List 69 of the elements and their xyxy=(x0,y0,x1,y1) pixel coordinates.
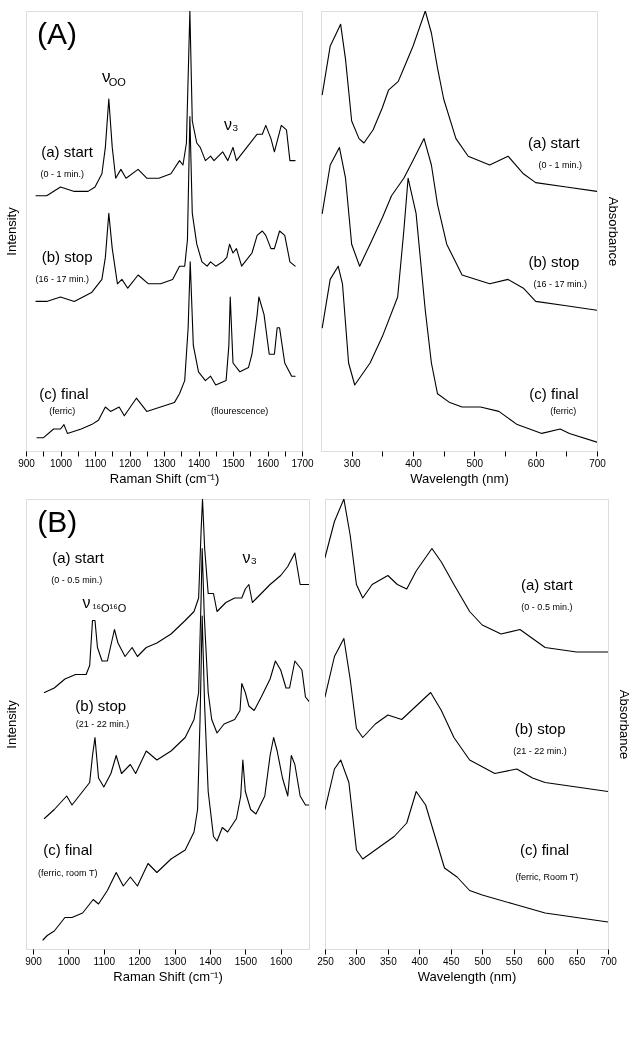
x-tick-label: 1100 xyxy=(84,457,107,469)
annotation: (16 - 17 min.) xyxy=(35,274,89,285)
annotation: (b) stop xyxy=(528,252,580,270)
annotation: ν₃ xyxy=(242,548,258,566)
annotation: (16 - 17 min.) xyxy=(533,278,588,289)
annotation: (0 - 0.5 min.) xyxy=(521,602,573,612)
annotation: (c) final xyxy=(43,841,93,858)
annotation: (a) start xyxy=(528,134,581,151)
annotation: (ferric, Room T) xyxy=(515,872,579,882)
x-tick-label: 500 xyxy=(466,457,484,469)
annotation: (c) final xyxy=(529,384,579,402)
annotation: (B) xyxy=(37,505,78,538)
x-tick-label: 1700 xyxy=(291,457,315,469)
annotation: (a) start xyxy=(521,575,574,593)
annotation: (a) start xyxy=(41,142,94,160)
x-axis-title: Wavelength (nm) xyxy=(417,968,517,984)
x-tick-label: 300 xyxy=(343,457,361,469)
y2-axis-title: Absorbance xyxy=(616,689,632,760)
annotation: (ferric) xyxy=(550,406,577,417)
x-tick-label: 1600 xyxy=(270,955,293,967)
x-axis-title: Wavelength (nm) xyxy=(410,470,509,486)
x-tick-label: 1100 xyxy=(93,955,116,967)
annotation: (21 - 22 min.) xyxy=(513,746,567,756)
x-tick-label: 300 xyxy=(348,955,366,967)
x-tick-label: 1200 xyxy=(128,955,152,967)
x-tick-label: 400 xyxy=(411,955,429,967)
x-tick-label: 1400 xyxy=(199,955,223,967)
x-tick-label: 1400 xyxy=(187,457,211,469)
x-tick-label: 900 xyxy=(25,955,43,967)
annotation: (0 - 1 min.) xyxy=(538,160,583,170)
y2-axis-title: Absorbance xyxy=(605,196,621,267)
x-tick-label: 350 xyxy=(380,955,398,967)
annotation: (b) stop xyxy=(41,248,93,266)
annotation: (0 - 1 min.) xyxy=(40,168,84,179)
annotation: (c) final xyxy=(39,384,89,402)
x-tick-label: 650 xyxy=(568,955,586,967)
x-tick-label: 1000 xyxy=(49,457,73,469)
x-tick-label: 550 xyxy=(505,955,523,967)
y-axis-title: Intensity xyxy=(3,699,19,749)
annotation: (b) stop xyxy=(75,697,127,714)
annotation: ν₃ xyxy=(224,116,239,134)
x-tick-label: 700 xyxy=(600,955,618,967)
annotation: (c) final xyxy=(520,841,570,858)
annotation: (a) start xyxy=(52,548,105,566)
x-tick-label: 1300 xyxy=(153,457,177,469)
x-tick-label: 250 xyxy=(317,955,335,967)
x-tick-label: 400 xyxy=(405,457,423,469)
x-tick-label: 900 xyxy=(18,457,36,469)
x-tick-label: 500 xyxy=(474,955,492,967)
x-tick-label: 1600 xyxy=(256,457,280,469)
annotation: (ferric) xyxy=(49,406,76,417)
annotation: (ferric, room T) xyxy=(38,867,98,878)
x-tick-label: 1300 xyxy=(163,955,187,967)
annotation: (b) stop xyxy=(514,719,566,737)
x-tick-label: 1500 xyxy=(234,955,258,967)
x-tick-label: 1000 xyxy=(57,955,81,967)
x-tick-label: 700 xyxy=(589,457,607,469)
x-tick-label: 600 xyxy=(537,955,555,967)
x-tick-label: 1200 xyxy=(118,457,142,469)
annotation: (A) xyxy=(37,16,78,50)
x-axis-title: Raman Shift (cm⁻¹) xyxy=(109,470,220,486)
x-tick-label: 600 xyxy=(527,457,545,469)
annotation: (21 - 22 min.) xyxy=(75,719,130,729)
x-tick-label: 450 xyxy=(442,955,461,967)
x-tick-label: 1500 xyxy=(222,457,246,469)
x-axis-title: Raman Shift (cm⁻¹) xyxy=(113,968,223,984)
annotation: (0 - 0.5 min.) xyxy=(51,575,103,585)
y-axis-title: Intensity xyxy=(3,206,19,256)
annotation: (flourescence) xyxy=(211,406,269,417)
